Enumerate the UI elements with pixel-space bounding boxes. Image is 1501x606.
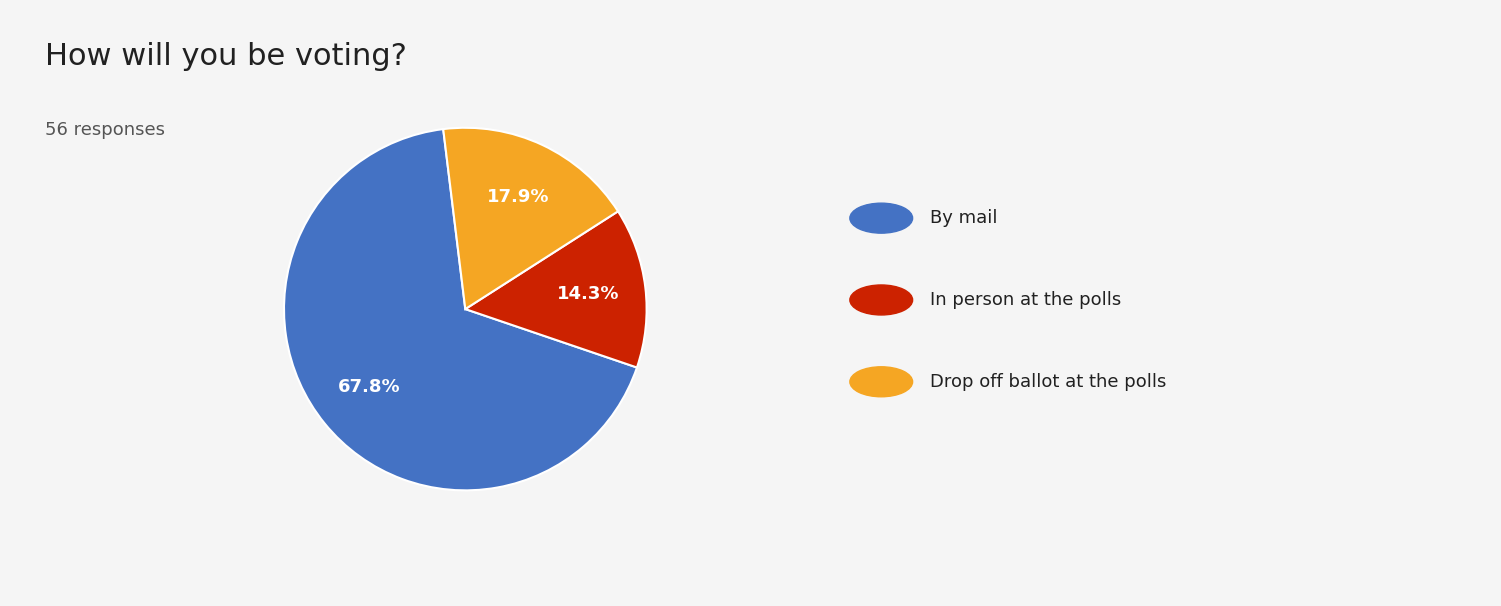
Text: How will you be voting?: How will you be voting? — [45, 42, 407, 72]
Wedge shape — [284, 129, 636, 490]
Text: In person at the polls: In person at the polls — [929, 291, 1121, 309]
Text: 14.3%: 14.3% — [557, 285, 618, 303]
Text: 67.8%: 67.8% — [338, 378, 401, 396]
Text: 17.9%: 17.9% — [486, 188, 549, 207]
Circle shape — [850, 367, 913, 397]
Wedge shape — [465, 211, 647, 367]
Circle shape — [850, 285, 913, 315]
Text: Drop off ballot at the polls: Drop off ballot at the polls — [929, 373, 1166, 391]
Circle shape — [850, 203, 913, 233]
Text: By mail: By mail — [929, 209, 997, 227]
Wedge shape — [443, 128, 618, 309]
Text: 56 responses: 56 responses — [45, 121, 165, 139]
